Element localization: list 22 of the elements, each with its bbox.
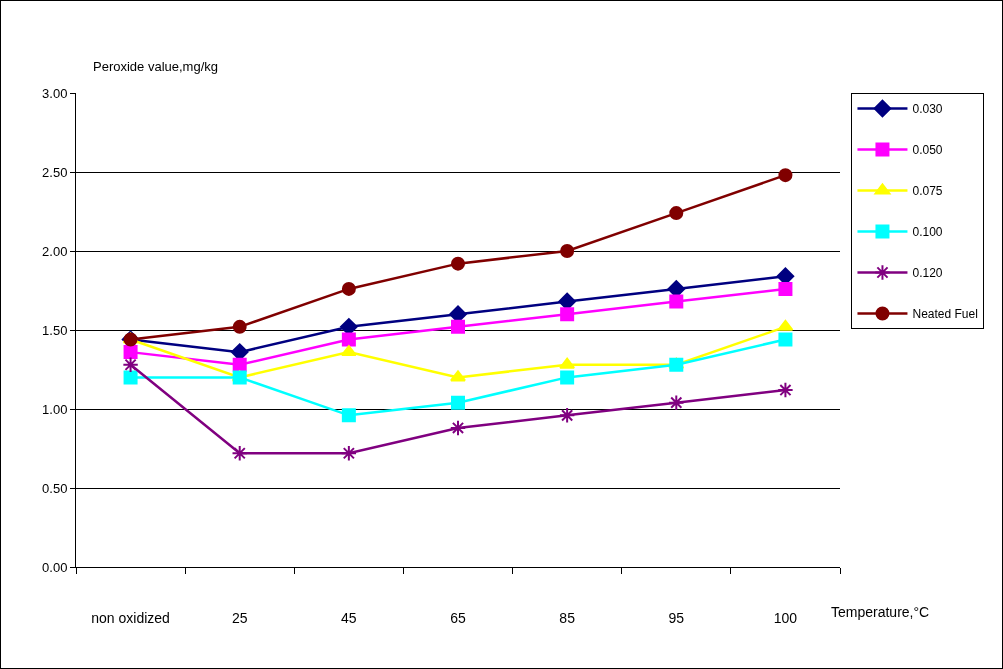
x-tick-label: non oxidized (91, 609, 170, 626)
y-tick-label: 2.50 (42, 164, 68, 180)
x-tick-label: 95 (668, 609, 685, 626)
x-tick-label: 25 (231, 609, 248, 626)
x-tick-label: 65 (450, 609, 466, 626)
legend-label: 0.075 (912, 184, 943, 199)
y-tick-label: 0.50 (42, 480, 68, 496)
y-tick-label: 1.50 (42, 322, 68, 338)
legend-label: 0.030 (912, 102, 943, 117)
x-tick-label: 100 (773, 609, 798, 626)
legend-label: 0.050 (912, 143, 943, 158)
y-tick-label: 1.00 (42, 401, 68, 417)
y-axis-title: Peroxide value,mg/kg (93, 59, 219, 74)
x-axis-title: Temperature,°C (831, 604, 930, 620)
x-tick-label: 85 (559, 609, 576, 626)
legend-label: Neated Fuel (912, 307, 978, 322)
y-tick-label: 2.00 (42, 243, 68, 259)
x-tick-label: 45 (341, 609, 357, 626)
legend-label: 0.100 (912, 225, 943, 240)
y-tick-label: 0.00 (42, 559, 68, 575)
legend-label: 0.120 (912, 266, 943, 281)
y-tick-label: 3.00 (42, 85, 68, 101)
